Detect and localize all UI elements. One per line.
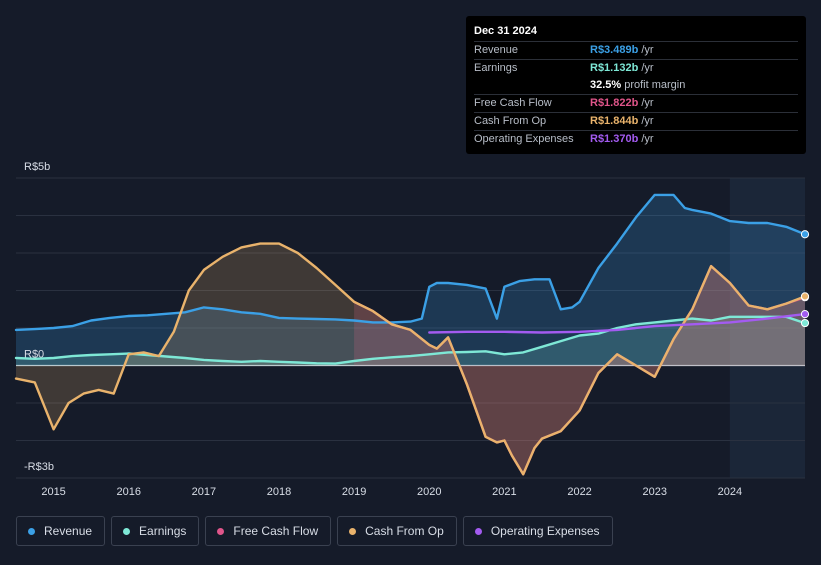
chart-legend: Revenue Earnings Free Cash Flow Cash Fro… [16,516,613,546]
x-tick-label: 2019 [342,486,366,498]
tooltip-unit: /yr [641,44,654,56]
legend-label: Earnings [139,524,187,538]
tooltip-unit: /yr [641,133,654,145]
x-tick-label: 2024 [718,486,742,498]
tooltip-unit: /yr [641,97,654,109]
x-tick-label: 2020 [417,486,441,498]
tooltip-label: Free Cash Flow [474,97,552,109]
tooltip-label: Revenue [474,44,519,56]
tooltip-value: R$3.489b [590,44,639,56]
legend-dot-icon [28,527,35,535]
tooltip-row-operating-expenses: Operating Expenses R$1.370b /yr [474,130,798,148]
tooltip-value: R$1.370b [590,133,639,145]
x-tick-label: 2022 [567,486,591,498]
legend-item-operating-expenses[interactable]: Operating Expenses [462,516,613,546]
tooltip-label: Earnings [474,62,518,74]
legend-item-revenue[interactable]: Revenue [16,516,106,546]
x-tick-label: 2018 [267,486,291,498]
tooltip-value: R$1.822b [590,97,639,109]
legend-label: Cash From Op [365,524,444,538]
end-marker-operating-expenses [800,310,810,319]
x-tick-label: 2016 [116,486,140,498]
area-cash-from-op [16,243,805,475]
line-operating-expenses [428,312,807,334]
tooltip-row-cash-from-op: Cash From Op R$1.844b /yr [474,112,798,130]
tooltip-label: Cash From Op [474,115,547,127]
legend-dot-icon [474,527,482,535]
x-tick-label: 2023 [642,486,666,498]
legend-item-free-cash-flow[interactable]: Free Cash Flow [205,516,332,546]
tooltip-unit: /yr [641,62,654,74]
legend-label: Revenue [44,524,93,538]
tooltip-value: R$1.844b [590,115,639,127]
tooltip-unit: profit margin [624,79,686,91]
tooltip-row-profit-margin: 32.5% profit margin [474,77,798,94]
line-cash-from-op [14,242,807,476]
line-revenue [14,193,807,332]
tooltip-label: Operating Expenses [474,133,574,145]
x-tick-label: 2015 [41,486,65,498]
legend-dot-icon [123,527,131,535]
y-tick-label: R$0 [24,349,44,361]
x-tick-label: 2017 [192,486,216,498]
tooltip-value: R$1.132b [590,62,639,74]
end-marker-revenue [800,230,810,239]
y-tick-label: -R$3b [24,461,54,473]
x-tick-label: 2021 [492,486,516,498]
legend-label: Operating Expenses [490,524,600,538]
tooltip-row-free-cash-flow: Free Cash Flow R$1.822b /yr [474,94,798,112]
tooltip-label [474,77,590,94]
legend-dot-icon [349,527,357,535]
legend-label: Free Cash Flow [233,524,319,538]
line-earnings [14,315,807,365]
tooltip-value: 32.5% [590,79,622,91]
tooltip-unit: /yr [641,115,654,127]
area-revenue [16,194,805,366]
tooltip-panel: Dec 31 2024 Revenue R$3.489b /yr Earning… [466,16,806,154]
legend-item-earnings[interactable]: Earnings [111,516,200,546]
area-earnings [16,316,805,366]
end-marker-earnings [800,318,810,328]
end-marker-cash-from-op [800,292,810,301]
tooltip-date: Dec 31 2024 [474,25,537,37]
tooltip-row-revenue: Revenue R$3.489b /yr [474,41,798,59]
y-tick-label: R$5b [24,161,50,173]
tooltip-row-earnings: Earnings R$1.132b /yr [474,59,798,77]
legend-dot-icon [217,527,225,535]
legend-item-cash-from-op[interactable]: Cash From Op [337,516,457,546]
